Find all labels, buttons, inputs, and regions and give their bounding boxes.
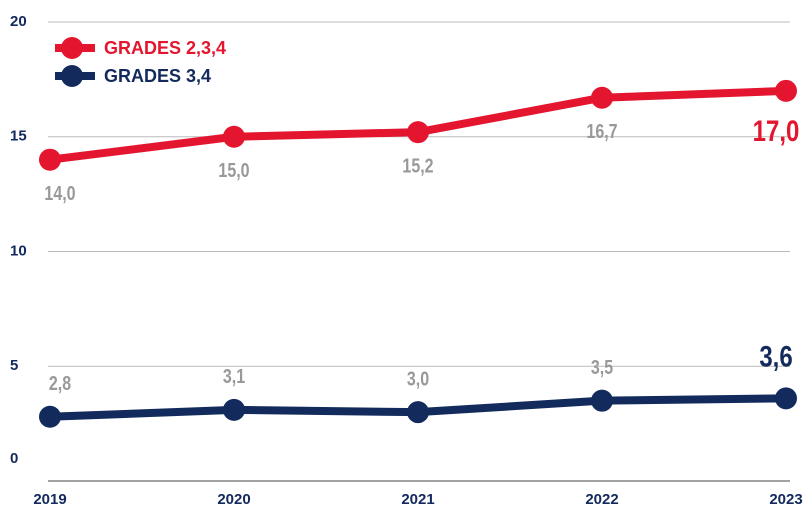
x-tick-label: 2023	[769, 491, 802, 508]
data-label: 17,0	[753, 113, 800, 147]
data-label: 14,0	[44, 182, 75, 204]
y-tick-label: 15	[10, 128, 27, 145]
legend-marker	[61, 65, 83, 87]
legend-marker	[61, 37, 83, 59]
legend-label: GRADES 2,3,4	[104, 38, 226, 58]
data-label: 15,2	[402, 155, 433, 177]
x-tick-label: 2020	[217, 491, 250, 508]
x-tick-label: 2021	[401, 491, 434, 508]
point	[39, 405, 61, 428]
legend-label: GRADES 3,4	[104, 66, 211, 86]
data-label: 3,5	[591, 356, 613, 378]
y-tick-label: 0	[10, 450, 18, 467]
data-label: 3,6	[759, 339, 792, 373]
point	[591, 86, 613, 109]
point	[591, 389, 613, 412]
y-tick-label: 20	[10, 13, 27, 30]
data-label: 3,1	[223, 365, 245, 387]
point	[407, 121, 429, 144]
y-tick-label: 5	[10, 357, 18, 374]
data-label: 2,8	[49, 372, 71, 394]
point	[223, 398, 245, 421]
data-label: 3,0	[407, 368, 429, 390]
point	[39, 148, 61, 171]
x-tick-label: 2019	[33, 491, 66, 508]
point	[407, 401, 429, 424]
point	[775, 387, 797, 410]
point	[775, 79, 797, 102]
y-tick-label: 10	[10, 242, 27, 259]
x-tick-label: 2022	[585, 491, 618, 508]
point	[223, 125, 245, 148]
data-label: 15,0	[218, 159, 249, 181]
data-label: 16,7	[586, 120, 617, 142]
